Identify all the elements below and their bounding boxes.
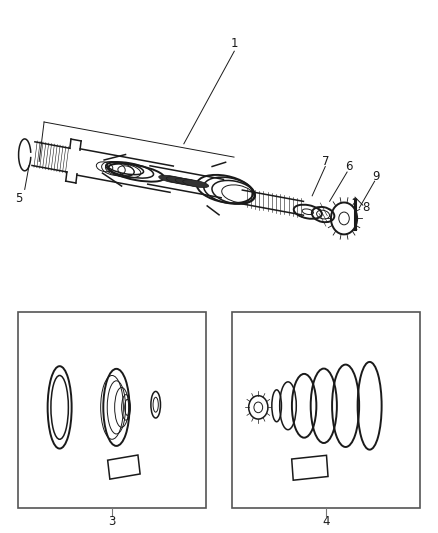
Text: 7: 7 (322, 155, 330, 168)
Bar (18, 312, 206, 508)
Ellipse shape (159, 175, 185, 183)
Ellipse shape (166, 176, 192, 184)
Ellipse shape (175, 178, 201, 186)
Text: 6: 6 (345, 160, 352, 173)
Ellipse shape (183, 180, 208, 188)
Text: 4: 4 (322, 515, 330, 528)
Text: 1: 1 (230, 37, 238, 50)
Text: 3: 3 (108, 515, 116, 528)
Bar (232, 312, 420, 508)
Bar (292, 455, 328, 480)
Text: 5: 5 (15, 192, 23, 205)
Text: 8: 8 (362, 201, 370, 214)
Text: 9: 9 (372, 171, 380, 183)
Bar (108, 455, 140, 479)
